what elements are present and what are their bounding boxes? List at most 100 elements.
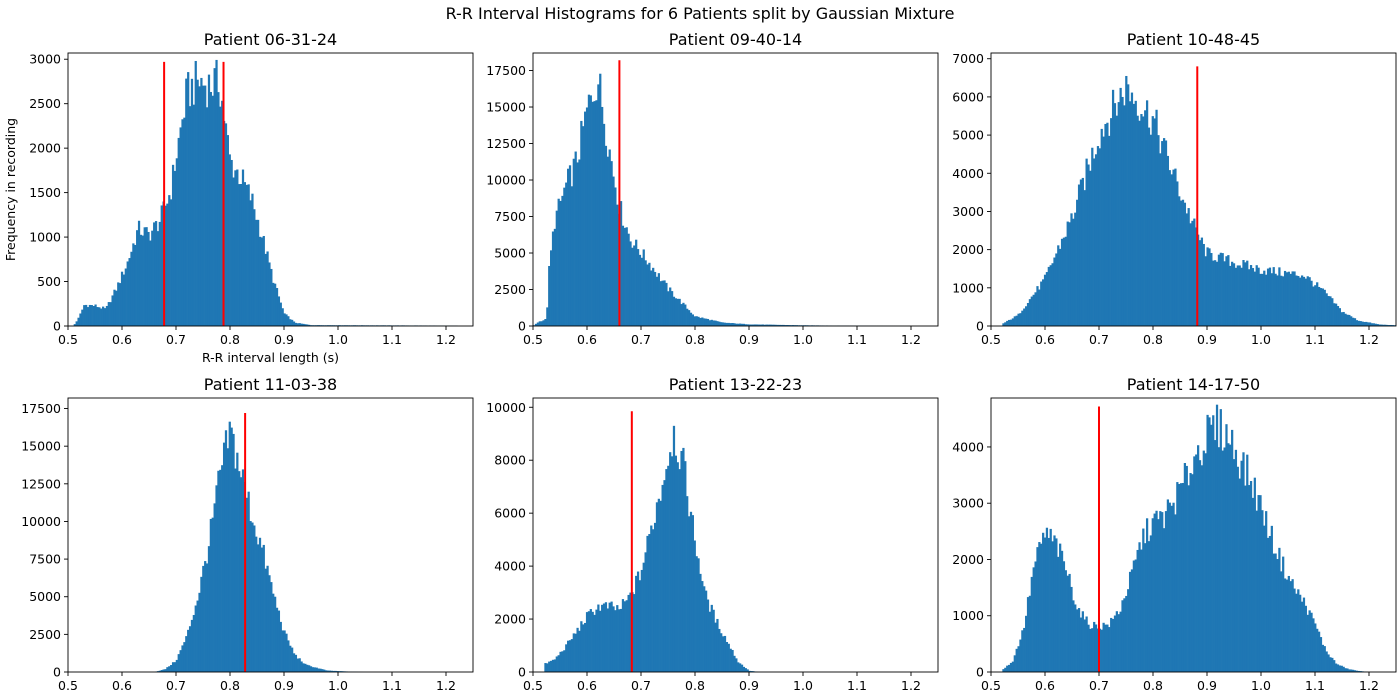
histogram-bar xyxy=(306,664,309,672)
histogram-bar xyxy=(1064,236,1067,326)
histogram-bar xyxy=(1047,266,1050,326)
histogram-bar xyxy=(1110,617,1113,672)
histogram-bar xyxy=(1231,261,1234,326)
histogram-bar xyxy=(1104,123,1107,326)
histogram-bar xyxy=(733,323,736,326)
histogram-bar xyxy=(296,323,299,326)
histogram-bar xyxy=(1283,578,1287,672)
histogram-bar xyxy=(255,219,258,326)
histogram-bar xyxy=(1026,303,1030,326)
histogram-bar xyxy=(1134,100,1137,326)
histogram-bar xyxy=(83,305,86,326)
histogram-bar xyxy=(578,159,581,326)
histogram-bar xyxy=(1219,252,1222,326)
histogram-bar xyxy=(251,193,254,326)
histogram-bar xyxy=(1094,154,1098,326)
histogram-bar xyxy=(162,669,165,672)
x-tick-label: 1.2 xyxy=(1359,678,1379,693)
histogram-bar xyxy=(595,609,598,672)
y-tick-label: 6000 xyxy=(494,506,526,521)
x-tick-label: 0.9 xyxy=(1197,332,1217,347)
histogram-bar xyxy=(610,601,613,672)
histogram-bar xyxy=(1238,478,1241,672)
histogram-bar xyxy=(304,324,307,326)
histogram-bar xyxy=(109,302,112,326)
histogram-bar xyxy=(260,547,264,672)
x-tick-label: 1.1 xyxy=(382,332,402,347)
histogram-bar xyxy=(291,647,294,672)
histogram-bar xyxy=(230,427,233,672)
histogram-bar xyxy=(1325,293,1328,326)
histogram-bar xyxy=(1329,657,1332,672)
histogram-bar xyxy=(1255,510,1258,672)
histogram-bar xyxy=(1087,164,1090,326)
x-tick-label: 1.0 xyxy=(793,332,813,347)
x-tick-label: 0.7 xyxy=(1089,332,1109,347)
histogram-bar xyxy=(1057,245,1060,326)
histogram-bar xyxy=(1183,463,1187,672)
histogram-bar xyxy=(601,106,604,326)
histogram-bar xyxy=(1121,96,1124,326)
y-tick-label: 0 xyxy=(53,319,61,334)
x-tick-label: 1.2 xyxy=(901,678,921,693)
histogram-bar xyxy=(1127,84,1130,326)
y-tick-label: 2000 xyxy=(952,242,984,257)
histogram-bar xyxy=(640,569,643,672)
histogram-bar xyxy=(1282,556,1285,672)
histogram-bar xyxy=(1202,450,1205,672)
histogram-bar xyxy=(584,111,587,326)
histogram-bar xyxy=(1151,518,1154,672)
histogram-bar xyxy=(277,296,281,326)
histogram-bar xyxy=(710,604,713,672)
histogram-bars xyxy=(1002,75,1396,326)
y-tick-label: 2000 xyxy=(494,612,526,627)
histogram-bar xyxy=(1132,103,1135,326)
histogram-bar xyxy=(1331,657,1334,672)
histogram-bar xyxy=(652,267,655,326)
histogram-bar xyxy=(663,480,666,672)
axes-frame xyxy=(532,52,939,327)
histogram-bar xyxy=(718,321,721,326)
histogram-bar xyxy=(1355,670,1359,672)
histogram-bar xyxy=(1062,561,1066,672)
histogram-bar xyxy=(1344,313,1347,326)
histogram-bar xyxy=(1108,135,1111,326)
histogram-bar xyxy=(128,258,131,326)
x-tick-label: 0.9 xyxy=(1197,678,1217,693)
histogram-bar xyxy=(257,544,260,672)
histogram-bar xyxy=(264,253,267,326)
histogram-bar xyxy=(1285,579,1289,672)
histogram-bar xyxy=(73,324,76,326)
histogram-bar xyxy=(676,462,679,672)
histogram-bar xyxy=(1106,624,1109,672)
histogram-bar xyxy=(597,604,600,672)
histogram-bar xyxy=(597,84,600,326)
histogram-bar xyxy=(646,264,649,326)
histogram-bar xyxy=(171,662,175,672)
histogram-bar xyxy=(553,659,557,672)
histogram-bar xyxy=(1042,279,1045,326)
histogram-bar xyxy=(323,669,326,672)
histogram-bar xyxy=(1327,654,1330,672)
histogram-bar xyxy=(1138,120,1141,326)
histogram-bar xyxy=(1161,141,1164,326)
histogram-bar xyxy=(188,626,192,672)
histogram-bar xyxy=(1234,267,1238,326)
x-tick-label: 1.0 xyxy=(328,332,348,347)
histogram-bar xyxy=(610,161,613,326)
histogram-bar xyxy=(281,630,284,672)
histogram-bar xyxy=(689,312,693,326)
histogram-bar xyxy=(737,662,740,672)
histogram-bar xyxy=(1323,646,1326,672)
histogram-bar xyxy=(729,648,732,672)
histogram-bar xyxy=(196,600,199,672)
histogram-bar xyxy=(778,324,781,326)
histogram-bar xyxy=(1293,271,1296,326)
histogram-bar xyxy=(1355,320,1359,326)
histogram-bar xyxy=(239,477,243,672)
histogram-bar xyxy=(292,321,296,326)
histogram-bar xyxy=(1361,321,1364,326)
histogram-bar xyxy=(239,184,243,326)
histogram-bar xyxy=(748,324,751,326)
histogram-bar xyxy=(582,126,585,326)
